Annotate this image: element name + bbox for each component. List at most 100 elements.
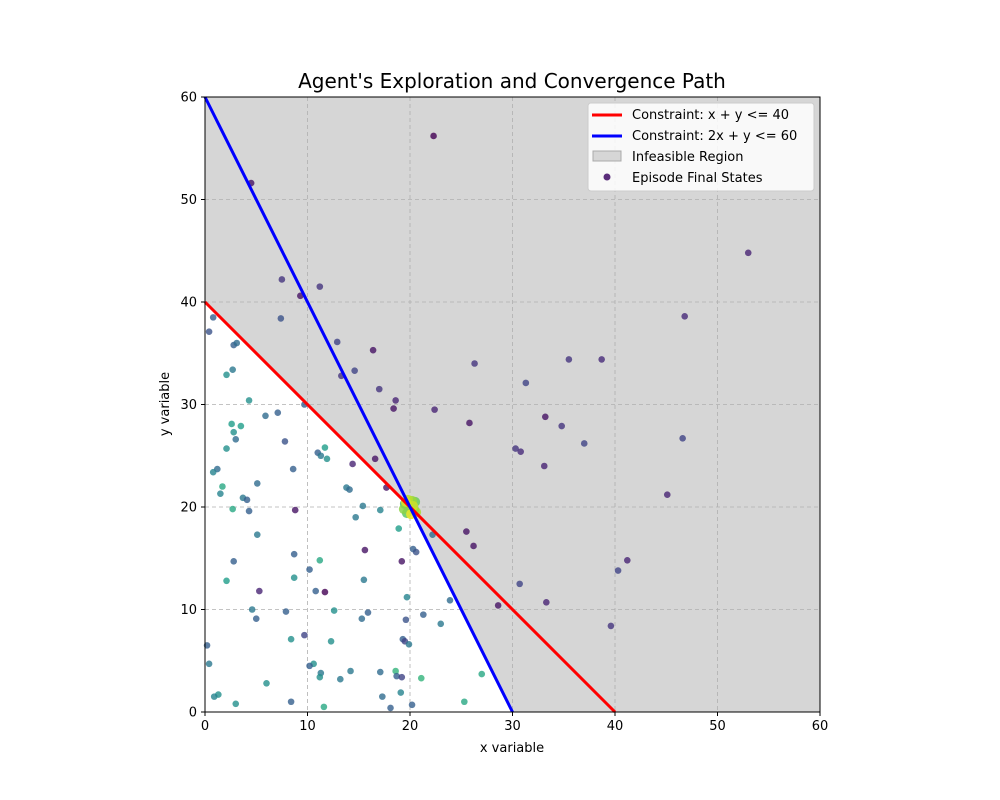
scatter-point: [358, 615, 366, 623]
legend-constraint2-label: Constraint: 2x + y <= 60: [632, 129, 797, 144]
x-tick-label: 40: [607, 719, 624, 734]
scatter-point: [542, 413, 549, 421]
scatter-point: [205, 660, 213, 668]
scatter-point: [446, 596, 454, 604]
legend-infeasible-label: Infeasible Region: [632, 150, 744, 165]
scatter-point: [209, 314, 217, 321]
x-tick-label: 60: [812, 719, 829, 734]
scatter-point: [558, 422, 565, 430]
x-tick-label: 30: [504, 719, 521, 734]
scatter-point: [361, 546, 369, 554]
scatter-point: [263, 680, 270, 687]
scatter-point: [277, 315, 285, 322]
scatter-point: [397, 689, 405, 696]
scatter-point: [337, 675, 344, 683]
x-tick-label: 50: [709, 719, 726, 734]
scatter-point: [232, 700, 240, 708]
scatter-point: [395, 525, 403, 532]
scatter-point: [233, 339, 241, 347]
scatter-point: [289, 465, 297, 473]
scatter-point: [614, 567, 622, 574]
y-tick-label: 60: [180, 91, 197, 106]
scatter-point: [229, 366, 236, 373]
scatter-point: [580, 440, 588, 447]
x-tick-label: 20: [402, 719, 419, 734]
scatter-point: [371, 455, 379, 463]
scatter-point: [347, 667, 354, 675]
scatter-point: [232, 436, 240, 443]
scatter-point: [402, 616, 410, 624]
scatter-point: [229, 505, 236, 513]
scatter-point: [351, 367, 358, 374]
scatter-point: [262, 412, 269, 420]
legend-infeasible-swatch: [592, 150, 622, 162]
scatter-point: [681, 313, 688, 320]
scatter-point: [420, 611, 427, 618]
plot-area: 0 10 20 30 40 50 60 0 10 20 30 40 50 60: [180, 91, 828, 735]
scatter-point: [316, 673, 324, 681]
legend-constraint1-label: Constraint: x + y <= 40: [632, 108, 789, 123]
scatter-point: [301, 631, 308, 639]
infeasible-region: [205, 97, 820, 712]
scatter-point: [387, 704, 394, 712]
scatter-point: [369, 346, 377, 354]
scatter-point: [349, 460, 356, 468]
scatter-point: [230, 558, 237, 565]
scatter-point: [237, 422, 245, 430]
scatter-point: [478, 670, 486, 678]
scatter-point: [317, 452, 325, 460]
scatter-point: [253, 531, 261, 538]
scatter-point: [245, 507, 253, 515]
scatter-point: [379, 693, 386, 700]
y-tick-label: 40: [180, 296, 197, 311]
scatter-point: [376, 668, 384, 676]
scatter-point: [364, 609, 372, 616]
scatter-point: [565, 356, 573, 363]
scatter-point: [403, 593, 411, 601]
x-tick-label: 10: [299, 719, 316, 734]
scatter-point: [393, 672, 400, 680]
scatter-point: [205, 328, 213, 336]
scatter-point: [346, 486, 353, 493]
scatter-point: [248, 606, 256, 613]
scatter-point: [287, 698, 295, 706]
scatter-point: [522, 379, 530, 387]
scatter-point: [287, 635, 295, 643]
scatter-point: [333, 338, 341, 346]
scatter-point: [290, 574, 298, 582]
scatter-point: [543, 599, 550, 606]
scatter-point: [392, 667, 399, 675]
scatter-point: [679, 435, 686, 442]
scatter-point: [256, 587, 263, 595]
scatter-point: [228, 420, 235, 428]
scatter-point: [291, 506, 299, 514]
y-tick-label: 0: [189, 706, 197, 721]
scatter-point: [252, 615, 260, 623]
scatter-point: [471, 360, 478, 367]
scatter-point: [312, 587, 320, 595]
chart-title: Agent's Exploration and Convergence Path: [298, 69, 726, 93]
scatter-point: [320, 703, 328, 711]
scatter-point: [243, 496, 251, 504]
scatter-point: [375, 385, 383, 393]
scatter-point: [306, 662, 313, 670]
scatter-point: [517, 448, 524, 455]
scatter-point: [431, 406, 438, 413]
legend-scatter-swatch: [603, 173, 611, 181]
legend-box: [587, 102, 815, 192]
scatter-point: [470, 542, 477, 550]
scatter-point: [408, 701, 416, 709]
scatter-point: [516, 580, 523, 588]
scatter-point: [217, 490, 224, 497]
legend-scatter-label: Episode Final States: [632, 171, 763, 186]
scatter-point: [327, 637, 335, 645]
scatter-point: [466, 419, 473, 427]
scatter-point: [360, 576, 368, 584]
scatter-point: [316, 283, 324, 290]
scatter-point: [323, 455, 331, 463]
y-axis-label: y variable: [158, 372, 173, 436]
scatter-point: [398, 673, 406, 681]
scatter-point: [321, 444, 329, 451]
scatter-point: [230, 428, 237, 436]
